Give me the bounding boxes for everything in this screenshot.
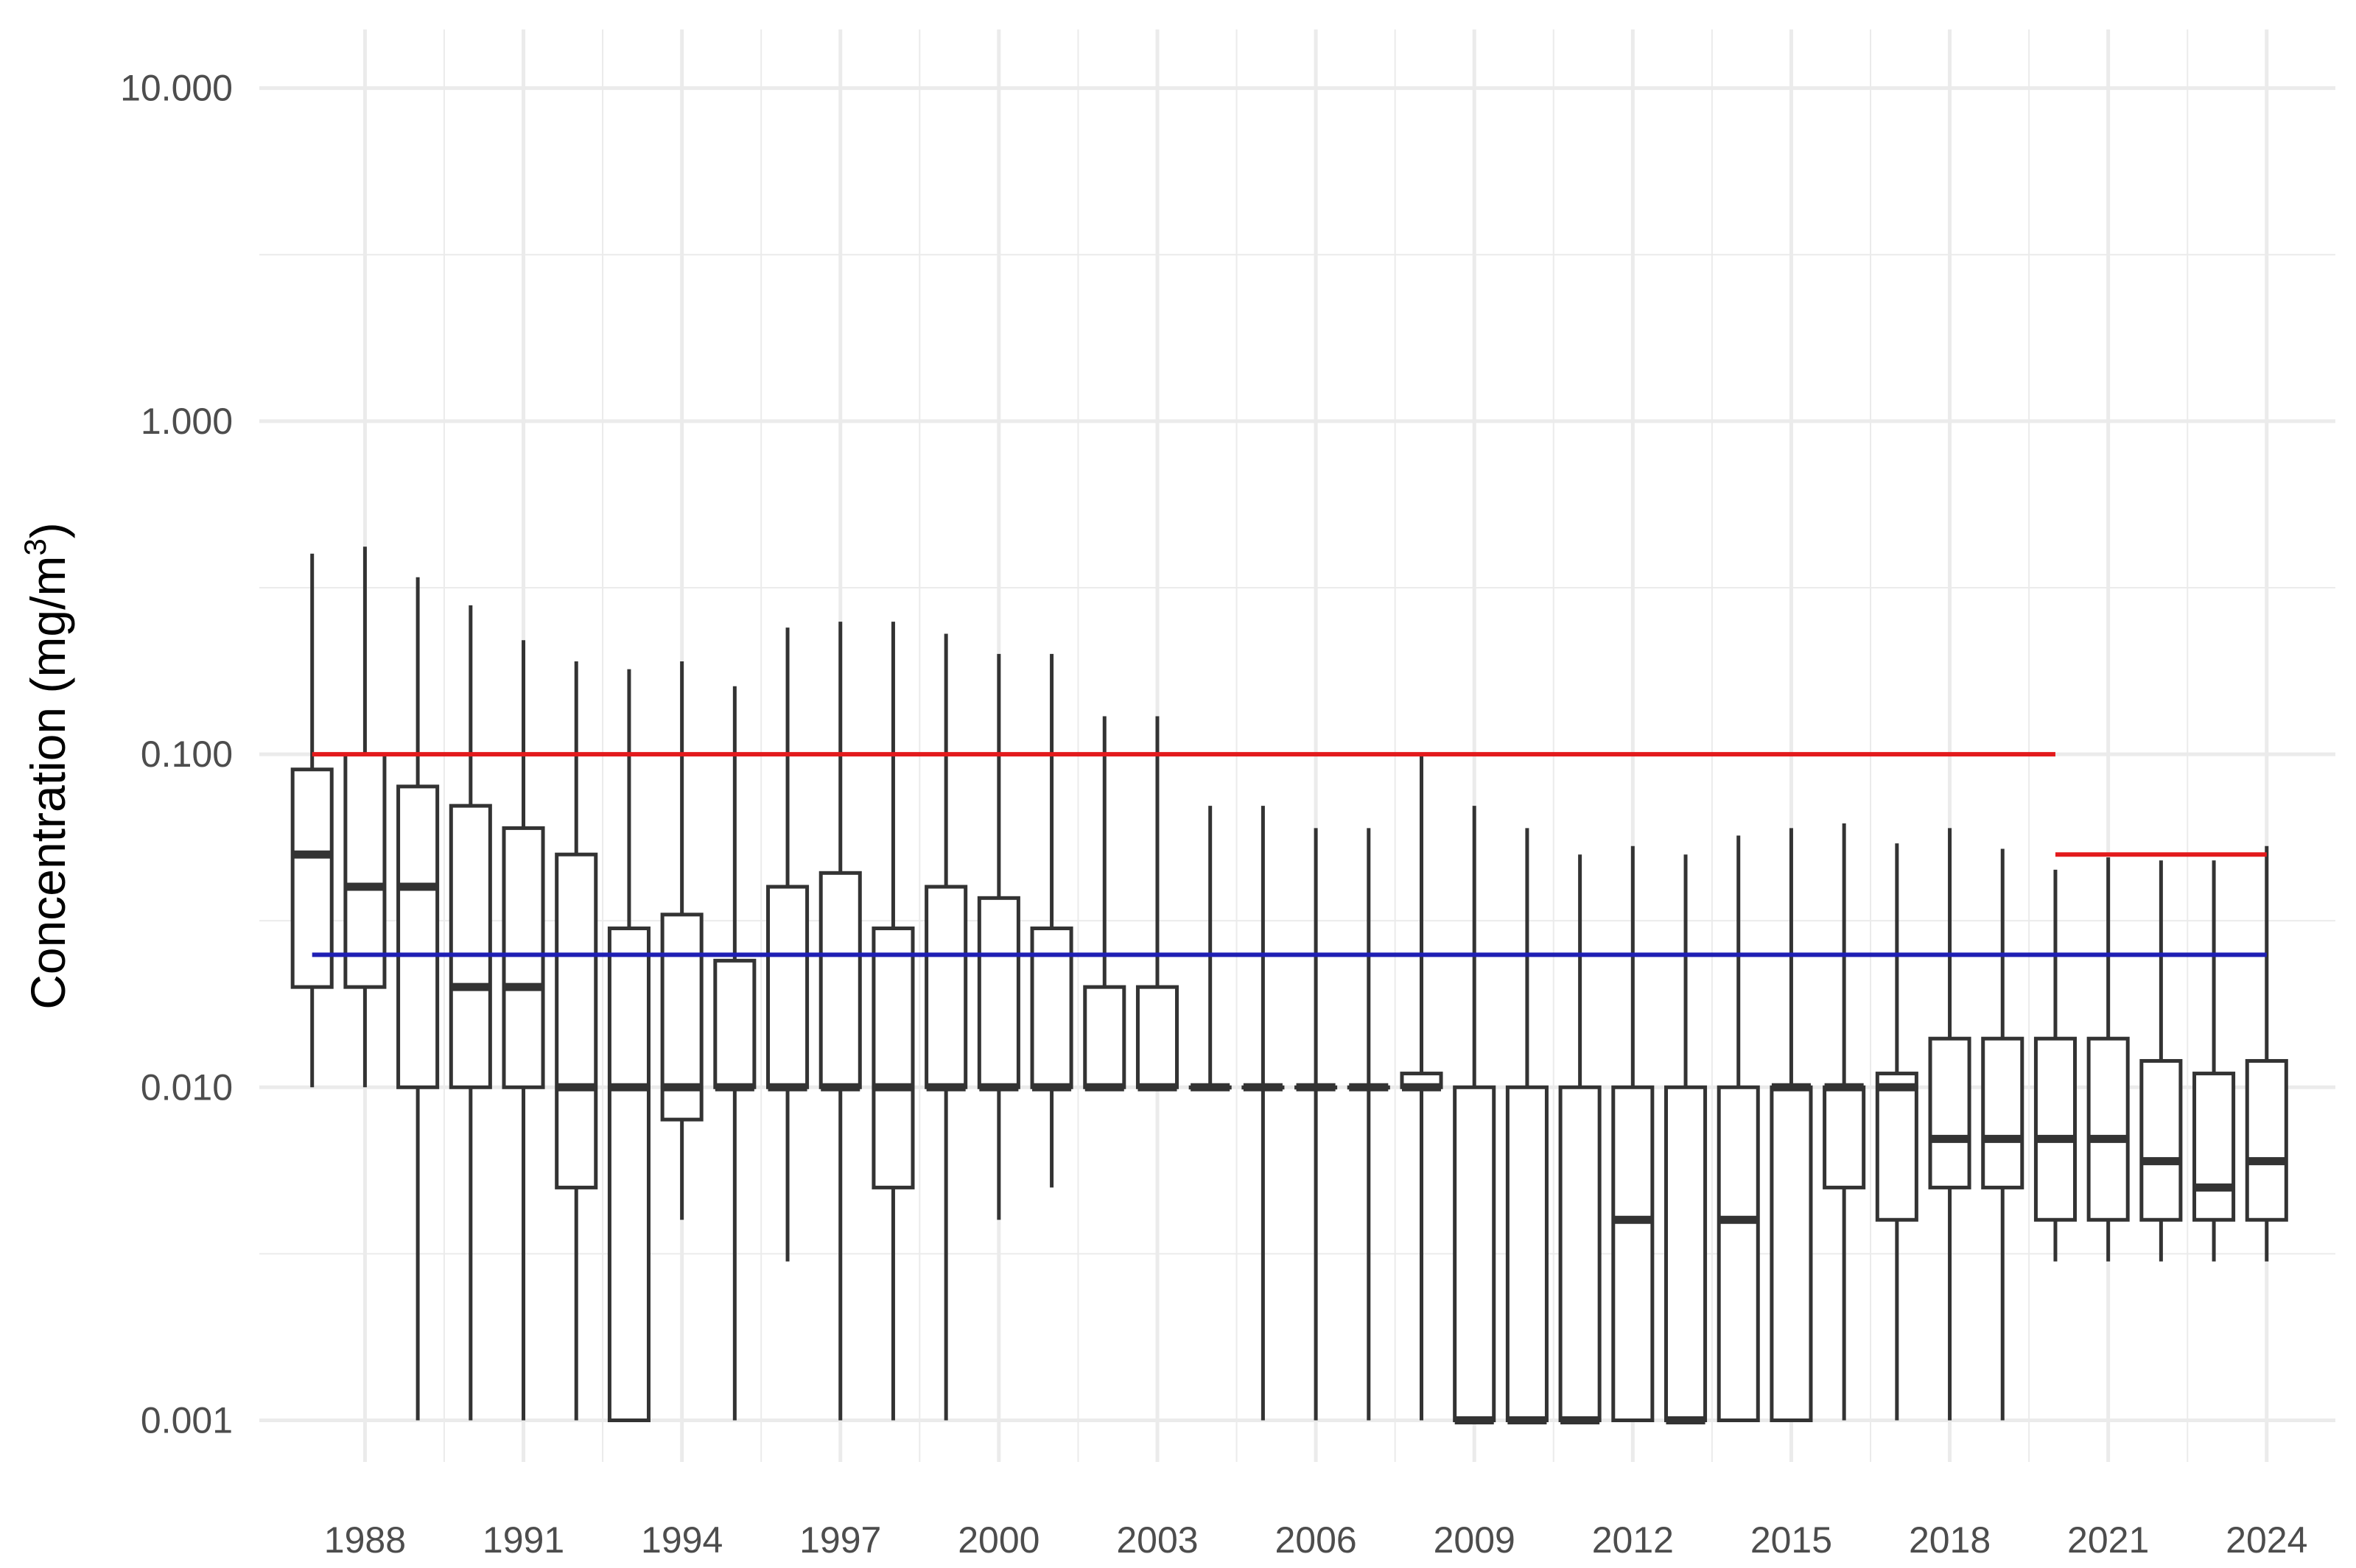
box-2018 — [1928, 828, 1971, 1421]
x-tick-label: 2003 — [1116, 1519, 1198, 1561]
box-body — [396, 784, 440, 1089]
box-1994 — [660, 661, 704, 1220]
box-body — [343, 752, 387, 989]
box-body — [1928, 1036, 1971, 1189]
x-tick-label: 2000 — [958, 1519, 1039, 1561]
box-body — [1611, 1085, 1655, 1423]
y-tick-label: 0.100 — [141, 734, 233, 775]
y-tick-label: 0.001 — [141, 1400, 233, 1441]
y-axis-title-main: Concentration (mg/m — [21, 556, 75, 1010]
box-1990 — [449, 605, 492, 1421]
box-body — [2086, 1036, 2130, 1222]
box-body — [1453, 1085, 1496, 1423]
box-2024 — [2245, 845, 2288, 1262]
box-body — [1030, 927, 1073, 1089]
box-body — [2139, 1058, 2183, 1222]
y-tick-label: 1.000 — [141, 401, 233, 442]
box-body — [1823, 1085, 1866, 1189]
box-2002 — [1083, 716, 1126, 1091]
box-2022 — [2139, 860, 2183, 1262]
x-tick-label: 2021 — [2067, 1519, 2149, 1561]
y-axis-title-superscript: 3 — [18, 538, 52, 555]
box-1991 — [502, 640, 545, 1421]
box-body — [1981, 1036, 2024, 1189]
box-body — [925, 885, 968, 1089]
box-1999 — [925, 633, 968, 1421]
box-body — [555, 852, 598, 1189]
box-body — [2245, 1058, 2288, 1222]
box-1987 — [290, 553, 334, 1088]
box-2008 — [1400, 754, 1443, 1421]
box-body — [2192, 1072, 2236, 1222]
x-tick-label: 2009 — [1434, 1519, 1515, 1561]
box-2010 — [1505, 828, 1549, 1425]
box-2020 — [2033, 869, 2077, 1262]
box-2017 — [1875, 843, 1918, 1421]
x-tick-label: 2006 — [1275, 1519, 1356, 1561]
box-1993 — [607, 669, 651, 1423]
box-body — [1083, 985, 1126, 1089]
box-body — [872, 927, 915, 1189]
box-2023 — [2192, 860, 2236, 1262]
box-body — [449, 804, 492, 1089]
y-axis-title: Concentration (mg/m3) — [18, 522, 75, 1010]
box-body — [977, 896, 1020, 1089]
box-body — [290, 767, 334, 989]
box-1988 — [343, 546, 387, 1088]
box-2011 — [1558, 854, 1602, 1425]
box-1997 — [818, 622, 862, 1421]
box-1989 — [396, 577, 440, 1421]
x-tick-label: 1994 — [641, 1519, 723, 1561]
x-axis-tick-labels: 1988 1991 1994 1997 2000 2003 2006 2009 2012 2015… — [324, 1519, 2308, 1561]
box-1995 — [713, 686, 757, 1421]
box-2012 — [1611, 845, 1655, 1423]
y-axis-tick-labels: 0.001 0.010 0.100 1.000 10.000 — [120, 68, 233, 1441]
box-2004 — [1188, 806, 1232, 1091]
x-tick-label: 2015 — [1750, 1519, 1832, 1561]
y-tick-label: 10.000 — [120, 68, 233, 109]
box-body — [2033, 1036, 2077, 1222]
box-body — [1558, 1085, 1602, 1423]
x-tick-label: 2012 — [1592, 1519, 1674, 1561]
box-2014 — [1717, 835, 1760, 1423]
box-body — [1663, 1085, 1708, 1423]
box-body — [1717, 1085, 1760, 1423]
box-2006 — [1294, 828, 1338, 1421]
box-2021 — [2086, 857, 2130, 1262]
box-2019 — [1981, 848, 2024, 1421]
x-tick-label: 2024 — [2226, 1519, 2307, 1561]
box-1998 — [872, 622, 915, 1421]
box-body — [766, 885, 810, 1089]
x-tick-label: 1988 — [324, 1519, 406, 1561]
reference-lines — [312, 752, 2267, 957]
box-body — [1875, 1072, 1918, 1222]
box-2005 — [1241, 806, 1285, 1421]
box-body — [1505, 1085, 1549, 1423]
x-tick-label: 1991 — [483, 1519, 564, 1561]
minor-gridlines — [259, 29, 2335, 1462]
box-1992 — [555, 661, 598, 1421]
boxplot-series — [290, 546, 2288, 1425]
box-2015 — [1770, 828, 1813, 1423]
box-body — [502, 826, 545, 1089]
box-body — [713, 958, 757, 1089]
box-body — [818, 871, 862, 1089]
box-2003 — [1135, 716, 1179, 1091]
box-2000 — [977, 653, 1020, 1220]
box-2007 — [1347, 828, 1390, 1421]
box-body — [1135, 985, 1179, 1089]
x-tick-label: 1997 — [799, 1519, 881, 1561]
box-body — [1770, 1085, 1813, 1423]
box-1996 — [766, 627, 810, 1262]
box-body — [607, 927, 651, 1423]
y-axis-title-close: ) — [21, 522, 75, 538]
box-2009 — [1453, 806, 1496, 1425]
y-tick-label: 0.010 — [141, 1066, 233, 1108]
box-2013 — [1663, 854, 1708, 1425]
x-tick-label: 2018 — [1909, 1519, 1991, 1561]
